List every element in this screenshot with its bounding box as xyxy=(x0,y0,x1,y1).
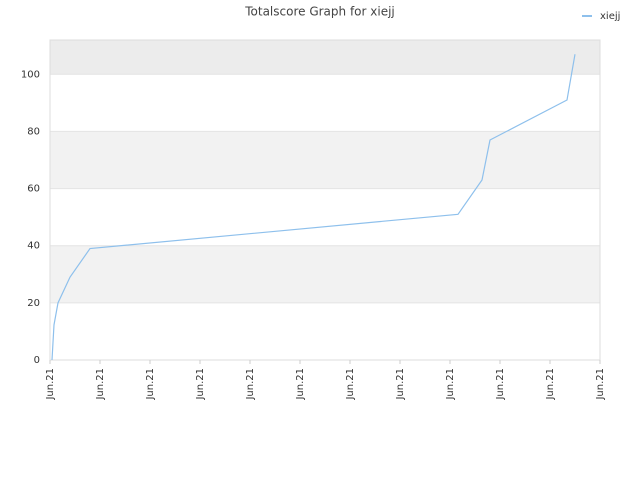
plot-border xyxy=(49,39,601,361)
band xyxy=(50,131,600,189)
y-tick-label: 20 xyxy=(27,298,40,309)
x-tick-label: Jun.21 xyxy=(495,368,506,401)
plot-background xyxy=(50,40,600,360)
x-tick-label: Jun.21 xyxy=(395,368,406,401)
y-tick-label: 60 xyxy=(27,184,40,195)
y-tick-label: 0 xyxy=(34,355,40,366)
y-tick-label: 100 xyxy=(21,69,40,80)
y-tick-label: 80 xyxy=(27,126,40,137)
chart-title: Totalscore Graph for xiejj xyxy=(244,5,395,19)
x-tick-label: Jun.21 xyxy=(295,368,306,401)
y-tick-label: 40 xyxy=(27,241,40,252)
x-tick-label: Jun.21 xyxy=(445,368,456,401)
line xyxy=(51,54,576,361)
x-tick-label: Jun.21 xyxy=(245,368,256,401)
x-tick-label: Jun.21 xyxy=(345,368,356,401)
x-tick-label: Jun.21 xyxy=(145,368,156,401)
legend-label: xiejj xyxy=(600,11,620,22)
x-tick-label: Jun.21 xyxy=(595,368,606,401)
band xyxy=(50,40,600,75)
band xyxy=(50,245,600,303)
x-tick-label: Jun.21 xyxy=(195,368,206,401)
x-tick-label: Jun.21 xyxy=(95,368,106,401)
x-tick-label: Jun.21 xyxy=(545,368,556,401)
x-tick-label: Jun.21 xyxy=(45,368,56,401)
